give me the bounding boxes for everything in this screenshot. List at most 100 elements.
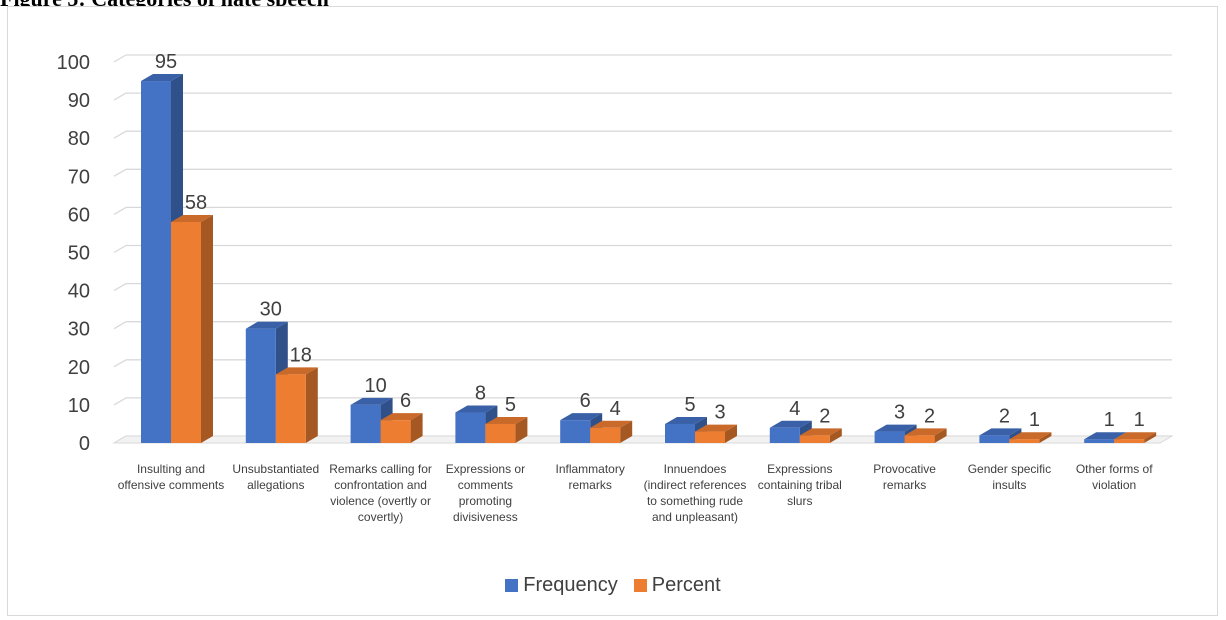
data-label: 1: [1134, 409, 1145, 431]
x-tick-label: Gender specific insults: [967, 462, 1052, 492]
bar-top: [380, 413, 423, 421]
data-label: 4: [789, 398, 800, 420]
data-label: 5: [505, 394, 516, 416]
y-tick-label: 60: [68, 204, 90, 226]
bar-side: [1039, 432, 1052, 443]
bar-frequency: [665, 423, 695, 443]
x-tick-label: Expressions or comments promoting divisi…: [445, 462, 526, 524]
gridline-side: [113, 359, 127, 368]
data-label: 58: [185, 192, 207, 214]
bar-percent: [380, 420, 411, 443]
legend-label: Percent: [651, 574, 721, 596]
gridline-side: [113, 244, 127, 254]
bar-side: [515, 416, 528, 443]
data-label: 1: [1104, 409, 1115, 431]
legend-swatch: [633, 579, 647, 592]
gridline-side: [113, 397, 127, 406]
bar-top: [979, 428, 1022, 436]
data-label: 8: [475, 383, 486, 405]
bar-frequency: [350, 404, 381, 443]
bar-frequency: [245, 328, 276, 443]
y-tick-label: 90: [68, 90, 90, 112]
bar-percent: [695, 431, 725, 443]
x-tick-label: Innuendoes (indirect references to somet…: [643, 462, 747, 524]
bar-top: [769, 420, 812, 428]
data-label: 1: [1029, 409, 1040, 431]
data-label: 18: [290, 344, 312, 366]
bar-side: [934, 428, 947, 443]
y-tick-label: 80: [68, 128, 90, 150]
gridline-side: [113, 92, 127, 101]
bar-frequency: [455, 412, 486, 443]
bar-frequency: [1084, 439, 1115, 443]
y-tick-label: 0: [79, 433, 90, 455]
y-tick-label: 30: [68, 319, 90, 341]
x-tick-label: Inflammatory remarks: [555, 462, 625, 492]
bar-top: [245, 321, 288, 329]
bar-percent: [275, 374, 306, 443]
y-tick-label: 100: [57, 52, 90, 74]
bar-top: [141, 74, 183, 82]
bar-top: [485, 416, 528, 424]
x-tick-label: Unsubstantiated allegations: [232, 462, 320, 492]
gridline-side: [113, 130, 127, 139]
bar-frequency: [979, 435, 1010, 443]
bar-side: [829, 428, 842, 443]
gridline-side: [113, 168, 127, 177]
bar-percent: [485, 423, 516, 443]
legend-item-percent: Percent: [633, 574, 721, 597]
data-label: 10: [364, 375, 386, 397]
legend-item-frequency: Frequency: [505, 574, 618, 597]
data-label: 30: [260, 299, 282, 321]
x-tick-label: Insulting and offensive comments: [117, 462, 225, 492]
y-tick-label: 50: [68, 243, 90, 265]
data-label: 2: [924, 405, 935, 427]
data-label: 6: [400, 390, 411, 412]
y-tick-label: 40: [68, 281, 90, 303]
data-label: 6: [580, 390, 591, 412]
bar-side: [620, 420, 633, 443]
data-label: 5: [684, 394, 695, 416]
data-label: 2: [999, 405, 1010, 427]
bar-percent: [904, 435, 935, 443]
legend-swatch: [505, 579, 519, 592]
bar-frequency: [141, 81, 171, 444]
bar-side: [725, 424, 737, 443]
gridline-side: [113, 54, 127, 63]
bar-top: [560, 413, 603, 421]
x-tick-label: Provocative remarks: [873, 462, 936, 492]
x-tick-label: Expressions containing tribal slurs: [757, 462, 842, 508]
data-label: 95: [155, 51, 177, 73]
y-tick-label: 70: [68, 166, 90, 188]
bar-top: [665, 416, 707, 424]
data-label: 4: [610, 398, 621, 420]
data-label: 3: [894, 402, 905, 424]
bar-top: [275, 367, 318, 375]
bar-percent: [590, 427, 621, 443]
bar-top: [350, 397, 393, 405]
bar-top: [1009, 432, 1052, 440]
bar-top: [455, 405, 498, 413]
bar-percent: [1009, 439, 1040, 443]
bar-side: [410, 413, 423, 443]
bar-top: [1084, 432, 1127, 440]
bar-top: [590, 420, 633, 428]
x-tick-label: Remarks calling for confrontation and vi…: [329, 462, 432, 524]
bar-side: [201, 215, 213, 443]
gridline-side: [113, 206, 127, 215]
data-label: 3: [714, 402, 725, 424]
bar-frequency: [769, 427, 800, 443]
bar-top: [874, 424, 917, 432]
bar-top: [1114, 432, 1157, 440]
gridline-side: [113, 283, 127, 292]
gridline-side: [113, 321, 127, 330]
legend-label: Frequency: [523, 574, 618, 596]
bar-percent: [171, 222, 201, 443]
bar-top: [171, 215, 213, 223]
x-tick-label: Other forms of violation: [1075, 462, 1153, 492]
bar-frequency: [560, 420, 591, 443]
bar-percent: [799, 435, 830, 443]
figure-heading: Figure 5: Categories of hate speech: [0, 0, 329, 10]
data-label: 2: [819, 405, 830, 427]
